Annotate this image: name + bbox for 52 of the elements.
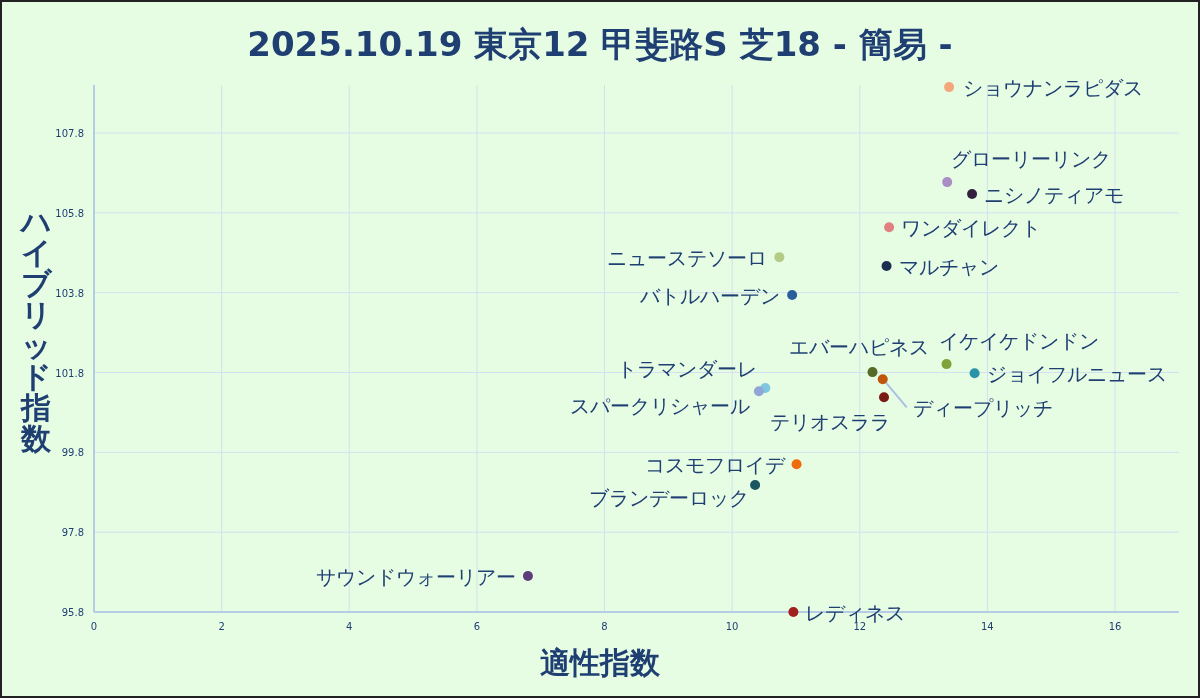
point bbox=[944, 82, 955, 93]
x-tick-label: 2 bbox=[218, 621, 225, 632]
series-label: テリオスララ bbox=[770, 410, 890, 435]
y-tick-label: 95.8 bbox=[61, 607, 84, 618]
series-label: ワンダイレクト bbox=[901, 216, 1042, 241]
x-tick-label: 4 bbox=[346, 621, 353, 632]
series-label: マルチャン bbox=[898, 254, 999, 279]
series-label: ディープリッチ bbox=[912, 396, 1053, 421]
point bbox=[881, 260, 892, 271]
series-label: ブランデーロック bbox=[589, 486, 750, 511]
series-label: コスモフロイデ bbox=[644, 453, 786, 478]
point bbox=[787, 290, 798, 301]
point bbox=[788, 607, 799, 617]
y-axis-title: ハイブリッド指数 bbox=[18, 204, 53, 456]
series-label: バトルハーデン bbox=[639, 284, 781, 309]
x-tick-label: 0 bbox=[90, 621, 98, 632]
series-label: スパークリシャール bbox=[569, 394, 750, 419]
series-label: ニシノティアモ bbox=[984, 183, 1125, 208]
x-tick-label: 6 bbox=[473, 621, 481, 632]
series-label: サウンドウォーリアー bbox=[315, 565, 516, 590]
point bbox=[969, 368, 980, 379]
point bbox=[867, 367, 878, 378]
point bbox=[753, 386, 764, 397]
series-label: トラマンダーレ bbox=[617, 357, 758, 382]
point bbox=[522, 571, 533, 582]
series-label: ニューステソーロ bbox=[607, 246, 768, 271]
x-tick-label: 14 bbox=[981, 621, 994, 632]
point bbox=[967, 189, 978, 200]
point bbox=[884, 222, 895, 233]
y-tick-label: 97.8 bbox=[61, 527, 84, 539]
x-tick-label: 8 bbox=[601, 621, 608, 632]
series-label: ショウナンラピダス bbox=[963, 76, 1144, 101]
point bbox=[774, 252, 785, 263]
y-tick-label: 99.8 bbox=[61, 447, 84, 459]
series-label: グローリーリンク bbox=[951, 147, 1112, 172]
x-axis-title: 適性指数 bbox=[540, 645, 661, 680]
chart-title: 2025.10.19 東京12 甲斐路S 芝18 - 簡易 - bbox=[247, 24, 953, 64]
x-tick-label: 10 bbox=[725, 621, 739, 632]
point bbox=[941, 359, 952, 370]
y-tick-label: 105.8 bbox=[55, 207, 84, 219]
x-tick-label: 16 bbox=[1108, 621, 1122, 632]
point bbox=[750, 480, 761, 491]
series-label: エバーハピネス bbox=[788, 335, 929, 360]
series-label: イケイケドンドン bbox=[938, 329, 1099, 354]
y-tick-label: 101.8 bbox=[55, 367, 84, 379]
point bbox=[791, 459, 802, 470]
point bbox=[877, 374, 888, 385]
y-tick-label: 107.8 bbox=[55, 128, 84, 139]
y-tick-label: 103.8 bbox=[55, 287, 84, 299]
series-label: ジョイフルニュース bbox=[986, 362, 1167, 387]
point bbox=[879, 392, 889, 403]
point bbox=[942, 177, 953, 188]
